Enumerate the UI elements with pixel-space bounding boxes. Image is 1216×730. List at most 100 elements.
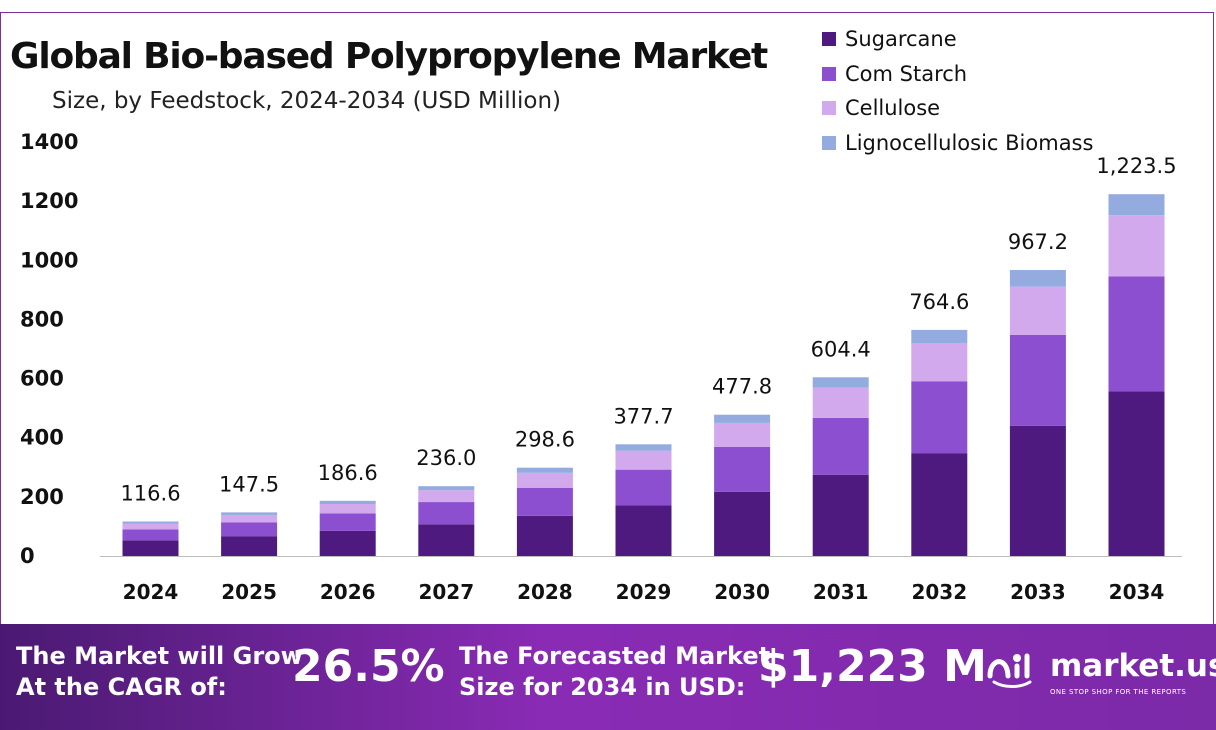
legend-label: Cellulose — [845, 96, 941, 121]
legend: Sugarcane Com Starch Cellulose Lignocell… — [822, 22, 1093, 160]
bar-segment — [714, 491, 771, 556]
bar-segment — [812, 377, 869, 388]
cagr-value: 26.5% — [292, 641, 445, 692]
bar-segment — [319, 513, 376, 531]
total-label: 1,223.5 — [1096, 154, 1176, 178]
y-tick-label: 400 — [20, 426, 64, 450]
bar-segment — [911, 453, 968, 556]
footer-banner: The Market will Grow At the CAGR of: 26.… — [0, 624, 1216, 730]
market-us-logo-icon — [987, 653, 1032, 688]
x-axis-ticks: 2024 2025 2026 2027 2028 2029 2030 2031 2032 2033… — [123, 580, 1165, 604]
x-tick-label: 2031 — [813, 580, 869, 604]
legend-swatch — [822, 101, 836, 116]
forecast-caption-line1: The Forecasted Market — [459, 642, 771, 670]
bar-segment — [319, 530, 376, 556]
bar-segment — [1009, 425, 1066, 556]
bar-segment — [122, 523, 179, 530]
bar-segment — [122, 529, 179, 541]
bar-segment — [516, 472, 573, 488]
bar-segment — [714, 414, 771, 423]
total-label: 298.6 — [515, 428, 575, 452]
legend-item-corn-starch: Com Starch — [822, 57, 1093, 92]
bar-segment — [812, 417, 869, 475]
legend-swatch — [822, 135, 836, 150]
bar-segment — [911, 329, 968, 343]
market-us-logo: market.us ONE STOP SHOP FOR THE REPORTS — [984, 644, 1216, 704]
cagr-caption-line1: The Market will Grow — [16, 642, 303, 670]
chart-subtitle: Size, by Feedstock, 2024-2034 (USD Milli… — [52, 88, 562, 114]
x-tick-label: 2032 — [911, 580, 967, 604]
bar-segment — [122, 540, 179, 556]
bar-segment — [418, 502, 475, 525]
bar-segment — [221, 512, 278, 515]
legend-item-cellulose: Cellulose — [822, 91, 1093, 126]
x-tick-label: 2025 — [221, 580, 277, 604]
y-tick-label: 1400 — [20, 130, 78, 154]
x-tick-label: 2027 — [418, 580, 474, 604]
total-labels: 116.6 147.5 186.6 236.0 298.6 377.7 477.8 604.4… — [120, 154, 1176, 505]
y-tick-label: 800 — [20, 307, 64, 331]
bar-segment — [714, 422, 771, 447]
y-tick-label: 1200 — [20, 189, 78, 213]
bar-segment — [221, 536, 278, 556]
legend-label: Com Starch — [845, 61, 968, 86]
bar-segment — [516, 515, 573, 556]
x-tick-label: 2024 — [123, 580, 179, 604]
cagr-caption-line2: At the CAGR of: — [16, 673, 227, 701]
total-label: 764.6 — [909, 290, 969, 314]
legend-swatch — [822, 32, 836, 47]
bar-segment — [812, 387, 869, 418]
bar-segment — [812, 474, 869, 556]
bar-segment — [1108, 391, 1165, 556]
x-tick-label: 2033 — [1010, 580, 1066, 604]
bar-segment — [418, 490, 475, 503]
bar-segment — [615, 505, 672, 556]
bar-segment — [911, 342, 968, 382]
bar-segment — [516, 467, 573, 473]
total-label: 147.5 — [219, 472, 279, 496]
stacked-bar-chart: 0 200 400 600 800 1000 1200 1400 116.6 147.5 186.… — [20, 130, 1182, 604]
y-tick-label: 200 — [20, 485, 64, 509]
bar-segment — [1108, 194, 1165, 216]
x-tick-label: 2029 — [616, 580, 672, 604]
x-tick-label: 2026 — [320, 580, 376, 604]
brand-name: market.us — [1050, 648, 1216, 684]
forecast-caption: The Forecasted Market Size for 2034 in U… — [459, 641, 770, 703]
total-label: 236.0 — [416, 446, 476, 470]
x-tick-label: 2030 — [714, 580, 770, 604]
chart-title: Global Bio-based Polypropylene Market — [10, 36, 768, 77]
forecast-caption-line2: Size for 2034 in USD: — [459, 673, 746, 701]
total-label: 477.8 — [712, 375, 772, 399]
y-axis-ticks: 0 200 400 600 800 1000 1200 1400 — [20, 130, 78, 568]
bar-segment — [615, 444, 672, 451]
y-tick-label: 1000 — [20, 248, 78, 272]
legend-item-sugarcane: Sugarcane — [822, 22, 1093, 57]
total-label: 116.6 — [120, 482, 180, 506]
legend-item-lignocellulosic-biomass: Lignocellulosic Biomass — [822, 126, 1093, 161]
bar-segment — [319, 500, 376, 505]
bar-segment — [221, 522, 278, 537]
bar-segment — [418, 486, 475, 491]
legend-label: Sugarcane — [845, 27, 957, 52]
bar-segment — [516, 487, 573, 516]
bar-segment — [615, 450, 672, 470]
bar-segment — [615, 469, 672, 506]
legend-label: Lignocellulosic Biomass — [845, 130, 1094, 155]
y-tick-label: 600 — [20, 367, 64, 391]
y-tick-label: 0 — [20, 544, 35, 568]
total-label: 377.7 — [613, 404, 673, 428]
brand-tagline: ONE STOP SHOP FOR THE REPORTS — [1050, 688, 1187, 696]
bar-segment — [122, 521, 179, 524]
bar-segment — [1009, 269, 1066, 287]
bar-segment — [418, 524, 475, 556]
x-tick-label: 2028 — [517, 580, 573, 604]
cagr-caption: The Market will Grow At the CAGR of: — [16, 641, 303, 703]
bar-segment — [1108, 215, 1165, 277]
bar-segment — [1108, 276, 1165, 392]
total-label: 604.4 — [811, 337, 871, 361]
bar-segment — [1009, 334, 1066, 426]
legend-swatch — [822, 66, 836, 81]
forecast-value: $1,223 M — [758, 641, 987, 692]
bar-segment — [221, 514, 278, 523]
bar-segment — [319, 504, 376, 514]
